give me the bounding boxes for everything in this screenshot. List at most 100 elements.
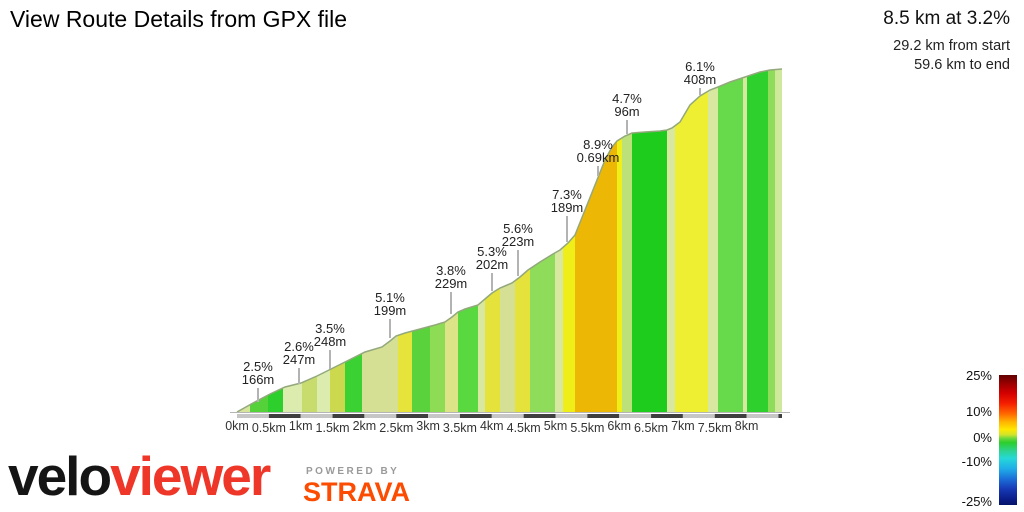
x-axis-label: 4.5km xyxy=(506,421,541,435)
segment-gradient: 3.5% xyxy=(315,321,345,336)
gradient-band xyxy=(317,69,330,413)
segment-length: 229m xyxy=(434,276,468,291)
distance-zebra-mark xyxy=(428,414,460,418)
gradient-band xyxy=(563,69,575,413)
gradient-band xyxy=(747,69,768,413)
distance-zebra-mark xyxy=(459,414,492,418)
segment-label: 2.5% 166m xyxy=(242,360,275,386)
segment-gradient: 5.1% xyxy=(375,290,405,305)
segment-gradient: 8.9% xyxy=(583,137,613,152)
gradient-band xyxy=(445,69,458,413)
legend-label-10: 10% xyxy=(965,404,992,419)
segment-length: 166m xyxy=(241,372,275,387)
segment-label: 3.8% 229m xyxy=(435,264,468,290)
segment-length: 96m xyxy=(614,104,640,119)
distance-zebra-mark xyxy=(619,414,652,418)
segment-label: 5.6% 223m xyxy=(502,222,535,248)
x-axis-label: 7.5km xyxy=(697,421,732,435)
gradient-band xyxy=(458,69,478,413)
gradient-band xyxy=(345,69,362,413)
distance-zebra-mark xyxy=(523,414,556,418)
logo-viewer: viewer xyxy=(110,445,271,507)
segment-label: 4.7% 96m xyxy=(612,92,642,118)
distance-to-end: 59.6 km to end xyxy=(914,57,1010,73)
gradient-band xyxy=(430,69,445,413)
x-axis-label: 7km xyxy=(671,419,695,433)
distance-zebra-mark xyxy=(651,414,683,418)
x-axis-label: 3.5km xyxy=(442,421,477,435)
gradient-band xyxy=(362,69,398,413)
x-axis-label: 0km xyxy=(225,419,249,433)
x-axis-label: 6.5km xyxy=(634,421,669,435)
distance-zebra-mark xyxy=(300,414,333,418)
gradient-band xyxy=(617,69,622,413)
x-axis-label: 8km xyxy=(734,419,759,433)
legend-label-neg10: -10% xyxy=(961,454,992,469)
segment-gradient: 7.3% xyxy=(552,187,582,202)
distance-zebra-mark xyxy=(746,414,779,418)
distance-zebra-mark xyxy=(237,414,269,418)
segment-label: 6.1% 408m xyxy=(684,60,717,86)
gradient-band xyxy=(768,69,775,413)
legend-label-25: 25% xyxy=(965,368,992,383)
veloviewer-logo: veloviewer xyxy=(8,449,271,504)
gradient-band xyxy=(330,69,345,413)
x-axis-label: 3km xyxy=(416,419,440,433)
segment-gradient: 5.6% xyxy=(503,221,533,236)
segment-length: 199m xyxy=(373,303,407,318)
segment-gradient: 5.3% xyxy=(477,244,507,259)
segment-length: 189m xyxy=(550,200,584,215)
distance-zebra-mark xyxy=(555,414,588,418)
distance-zebra-mark xyxy=(778,414,782,418)
segment-label: 5.1% 199m xyxy=(374,291,407,317)
x-axis-label: 1km xyxy=(288,419,313,433)
segment-length: 247m xyxy=(282,352,316,367)
distance-zebra-mark xyxy=(396,414,429,418)
selection-distance-gradient: 8.5 km at 3.2% xyxy=(883,8,1010,29)
distance-from-start: 29.2 km from start xyxy=(893,38,1010,54)
gradient-band xyxy=(675,69,708,413)
segment-label: 3.5% 248m xyxy=(314,322,347,348)
gradient-band xyxy=(412,69,430,413)
gradient-band xyxy=(708,69,718,413)
distance-zebra-mark xyxy=(682,414,715,418)
x-axis-label: 0.5km xyxy=(251,421,286,435)
x-axis-label: 4km xyxy=(479,419,504,433)
distance-zebra-mark xyxy=(491,414,524,418)
strava-logo: STRAVA xyxy=(303,477,410,507)
page-title: View Route Details from GPX file xyxy=(10,6,348,32)
segment-length: 0.69km xyxy=(576,150,620,165)
distance-zebra-mark xyxy=(364,414,397,418)
powered-by-text: POWERED BY xyxy=(306,466,400,477)
segment-label: 8.9% 0.69km xyxy=(577,138,620,164)
gradient-legend-bar xyxy=(999,375,1017,505)
segment-length: 408m xyxy=(683,72,717,87)
segment-gradient: 2.5% xyxy=(243,359,273,374)
segment-label: 2.6% 247m xyxy=(283,340,316,366)
segment-length: 223m xyxy=(501,234,535,249)
logo-velo: velo xyxy=(8,445,112,507)
segment-label: 7.3% 189m xyxy=(551,188,584,214)
x-axis-label: 5km xyxy=(543,419,568,433)
segment-gradient: 4.7% xyxy=(612,91,642,106)
gradient-band xyxy=(485,69,500,413)
gradient-band xyxy=(622,69,632,413)
distance-zebra-mark xyxy=(587,414,620,418)
segment-gradient: 6.1% xyxy=(685,59,715,74)
gradient-band xyxy=(718,69,743,413)
gradient-band xyxy=(555,69,563,413)
segment-gradient: 3.8% xyxy=(436,263,466,278)
selection-summary: 8.5 km at 3.2% 29.2 km from start 59.6 k… xyxy=(883,8,1010,75)
distance-zebra-mark xyxy=(714,414,747,418)
segment-length: 202m xyxy=(475,257,509,272)
x-axis-label: 1.5km xyxy=(315,421,350,435)
x-axis-label: 6km xyxy=(607,419,631,433)
profile-outline xyxy=(236,68,783,413)
distance-zebra-mark xyxy=(268,414,301,418)
segment-label: 5.3% 202m xyxy=(476,245,509,271)
gradient-band xyxy=(398,69,412,413)
x-axis-label: 2km xyxy=(352,419,377,433)
segment-length: 248m xyxy=(313,334,347,349)
